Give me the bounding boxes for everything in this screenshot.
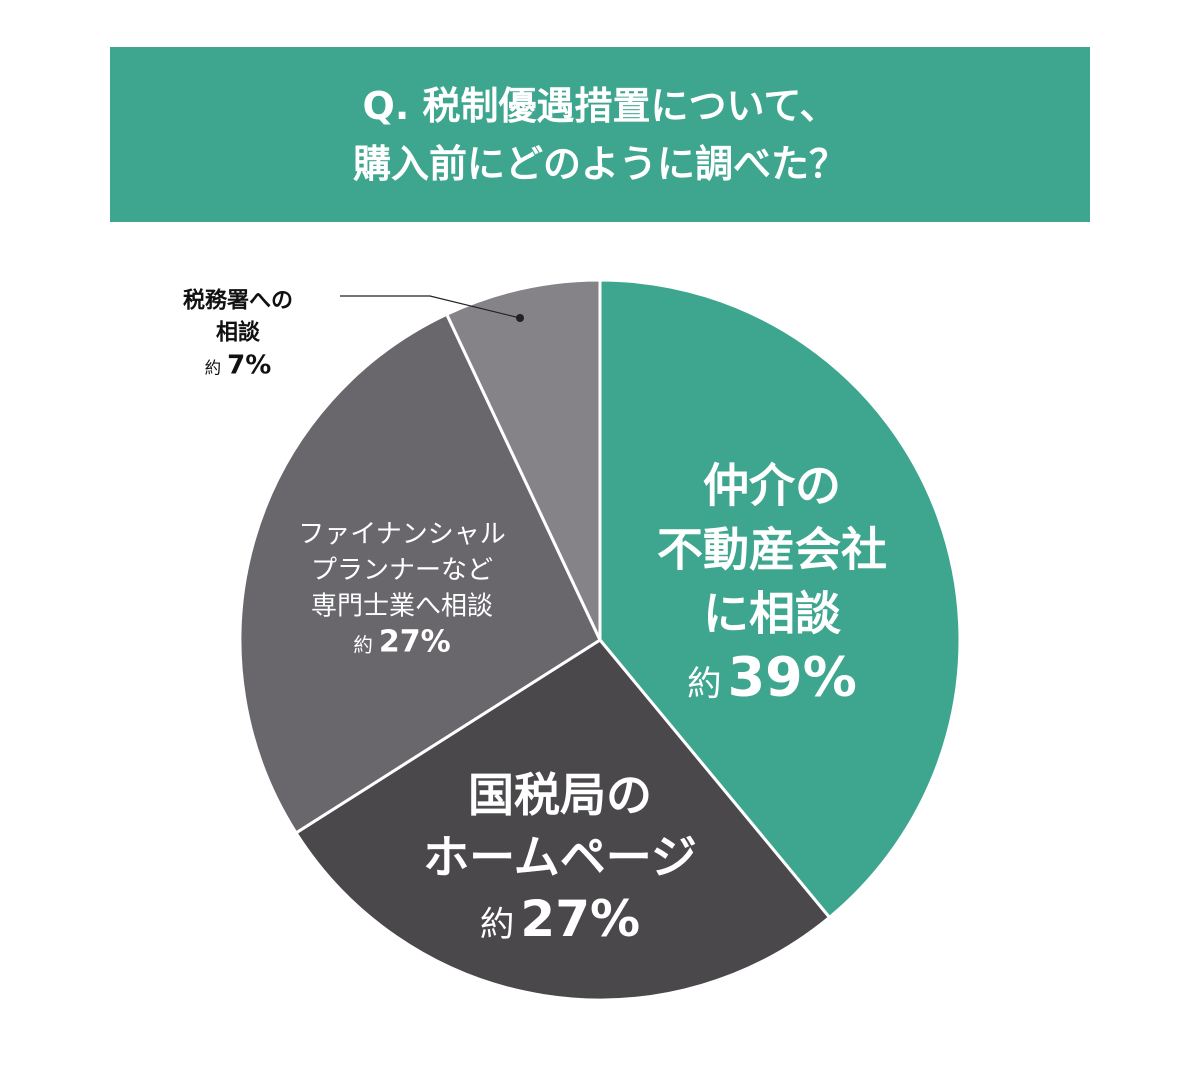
data-label: 7% [227,350,272,381]
slice-label-tax-office: 税務署への 相談 約 7% [183,286,293,385]
data-label: 27% [378,624,451,660]
slice-nta-website [293,638,832,1002]
slice-broker [598,278,962,920]
label-line: 不動産会社 [657,522,887,577]
prefix: 約 [204,358,222,378]
label-line: 仲介の [703,458,841,513]
label-line: に相談 [703,586,841,641]
slice-label-fp: ファイナンシャル プランナーなど 専門士業へ相談 約 27% [298,517,505,664]
slice-fp [238,312,602,835]
label-line: 税務署への [182,288,294,314]
prefix: 約 [353,633,373,657]
leader-dot [516,314,524,322]
label-line: 専門士業へ相談 [310,591,494,622]
prefix: 約 [687,664,722,705]
question-banner: Q. 税制優遇措置について、 購入前にどのように調べた？ [110,47,1090,222]
data-label: 39% [727,645,857,709]
title-line-1: Q. 税制優遇措置について、 [362,83,838,128]
label-line: プランナーなど [310,555,494,586]
label-line: ファイナンシャル [298,519,506,550]
slice-label-broker: 仲介の 不動産会社 に相談 約 39% [657,454,887,717]
prefix: 約 [479,905,515,945]
slice-label-nta-website: 国税局の ホームページ 約 27% [423,764,697,956]
label-line: 相談 [215,320,261,346]
label-line: 国税局の [467,768,652,822]
leader-line [340,295,521,319]
slice-tax-office [444,278,602,641]
label-line: ホームページ [423,830,697,884]
data-label: 27% [520,890,641,948]
title-line-2: 購入前にどのように調べた？ [352,141,847,186]
